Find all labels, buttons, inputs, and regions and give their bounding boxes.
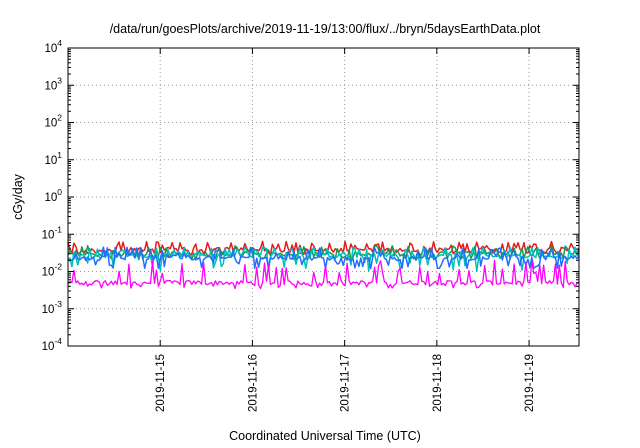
x-tick-label: 2019-11-17 [340,354,352,412]
y-tick-label: 103 [44,75,62,92]
y-tick-label: 104 [44,38,62,55]
y-axis-label: cGy/day [11,173,25,220]
x-tick-label: 2019-11-16 [247,354,259,412]
y-axis: 10-4 10-3 10-2 10-1 100 101 102 103 104 [42,38,579,353]
x-axis-label: Coordinated Universal Time (UTC) [229,429,421,443]
x-tick-label: 2019-11-19 [524,354,536,412]
y-tick-label: 100 [44,187,62,204]
y-tick-label: 10-4 [42,336,63,353]
y-tick-label: 10-1 [42,224,63,241]
chart-title: /data/run/goesPlots/archive/2019-11-19/1… [110,22,541,36]
y-tick-label: 102 [44,113,62,130]
series-layer [67,240,580,290]
y-tick-label: 10-2 [42,262,63,279]
series-line-4 [67,246,580,270]
x-axis: 2019-11-15 2019-11-16 2019-11-17 2019-11-18… [155,48,536,412]
x-tick-label: 2019-11-18 [432,354,444,412]
x-tick-label: 2019-11-15 [155,354,167,412]
series-line-5 [67,259,580,290]
y-tick-label: 10-3 [42,299,63,316]
grid [68,48,579,346]
y-tick-label: 101 [44,150,62,167]
